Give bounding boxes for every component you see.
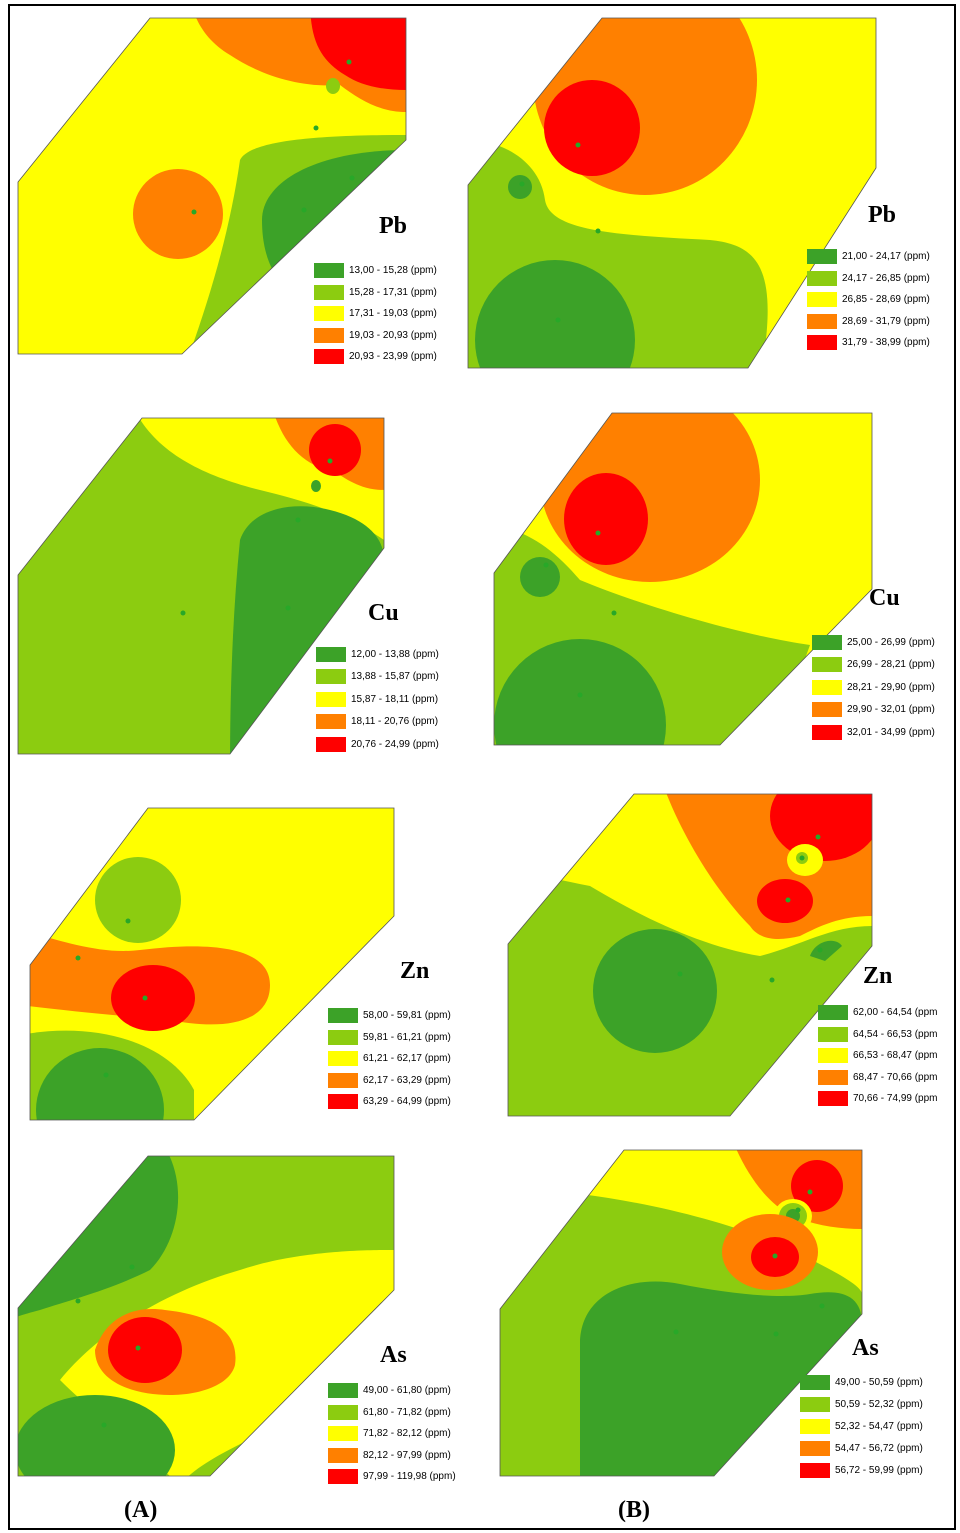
legend-a-cu: 12,00 - 13,88 (ppm) 13,88 - 15,87 (ppm) … [316,643,439,756]
legend-item: 56,72 - 59,99 (ppm) [800,1459,923,1481]
legend-item: 28,21 - 29,90 (ppm) [812,676,935,699]
legend-item: 71,82 - 82,12 (ppm) [328,1423,456,1445]
element-label-cu: Cu [869,585,900,611]
interpolation-map-a-zn [29,807,395,1121]
legend-item: 31,79 - 38,99 (ppm) [807,332,930,354]
legend-item: 17,31 - 19,03 (ppm) [314,303,437,325]
legend-item: 18,11 - 20,76 (ppm) [316,711,439,734]
legend-item: 29,90 - 32,01 (ppm) [812,699,935,722]
legend-a-zn: 58,00 - 59,81 (ppm) 59,81 - 61,21 (ppm) … [328,1005,451,1113]
legend-item: 19,03 - 20,93 (ppm) [314,325,437,347]
legend-item: 12,00 - 13,88 (ppm) [316,643,439,666]
map-panel-b-cu: Cu 25,00 - 26,99 (ppm) 26,99 - 28,21 (pp… [480,395,960,755]
legend-item: 13,00 - 15,28 (ppm) [314,260,437,282]
legend-item: 59,81 - 61,21 (ppm) [328,1027,451,1049]
interpolation-map-a-as [17,1155,395,1477]
legend-a-pb: 13,00 - 15,28 (ppm) 15,28 - 17,31 (ppm) … [314,260,437,368]
map-panel-a-zn: Zn 58,00 - 59,81 (ppm) 59,81 - 61,21 (pp… [0,790,480,1130]
figure-frame [8,4,956,1530]
legend-item: 62,00 - 64,54 (ppm [818,1002,938,1024]
legend-item: 97,99 - 119,98 (ppm) [328,1466,456,1488]
map-panel-a-cu: Cu 12,00 - 13,88 (ppm) 13,88 - 15,87 (pp… [0,400,480,770]
legend-item: 52,32 - 54,47 (ppm) [800,1415,923,1437]
map-panel-b-pb: Pb 21,00 - 24,17 (ppm) 24,17 - 26,85 (pp… [460,0,960,380]
legend-item: 62,17 - 63,29 (ppm) [328,1070,451,1092]
element-label-as: As [852,1335,879,1361]
legend-item: 68,47 - 70,66 (ppm [818,1067,938,1089]
element-label-zn: Zn [400,958,430,984]
interpolation-map-b-pb [467,17,877,369]
legend-item: 70,66 - 74,99 (ppm [818,1088,938,1110]
map-panel-a-pb: Pb 13,00 - 15,28 (ppm) 15,28 - 17,31 (pp… [0,0,480,380]
legend-item: 25,00 - 26,99 (ppm) [812,631,935,654]
element-label-zn: Zn [863,963,893,989]
interpolation-map-b-cu [493,412,873,746]
element-label-cu: Cu [368,600,399,626]
map-panel-b-zn: Zn 62,00 - 64,54 (ppm 64,54 - 66,53 (ppm… [480,776,960,1120]
legend-item: 21,00 - 24,17 (ppm) [807,246,930,268]
map-panel-a-as: As 49,00 - 61,80 (ppm) 61,80 - 71,82 (pp… [0,1140,480,1485]
legend-item: 64,54 - 66,53 (ppm [818,1024,938,1046]
legend-b-cu: 25,00 - 26,99 (ppm) 26,99 - 28,21 (ppm) … [812,631,935,744]
legend-item: 20,76 - 24,99 (ppm) [316,733,439,756]
legend-item: 15,87 - 18,11 (ppm) [316,688,439,711]
legend-b-zn: 62,00 - 64,54 (ppm 64,54 - 66,53 (ppm 66… [818,1002,938,1110]
legend-item: 66,53 - 68,47 (ppm [818,1045,938,1067]
legend-item: 24,17 - 26,85 (ppm) [807,268,930,290]
legend-b-as: 49,00 - 50,59 (ppm) 50,59 - 52,32 (ppm) … [800,1371,923,1481]
legend-a-as: 49,00 - 61,80 (ppm) 61,80 - 71,82 (ppm) … [328,1380,456,1488]
legend-b-pb: 21,00 - 24,17 (ppm) 24,17 - 26,85 (ppm) … [807,246,930,354]
element-label-pb: Pb [868,202,897,228]
element-label-pb: Pb [379,213,408,239]
caption-a: (A) [124,1497,158,1523]
legend-item: 13,88 - 15,87 (ppm) [316,666,439,689]
legend-item: 49,00 - 61,80 (ppm) [328,1380,456,1402]
legend-item: 61,80 - 71,82 (ppm) [328,1402,456,1424]
legend-item: 61,21 - 62,17 (ppm) [328,1048,451,1070]
legend-item: 28,69 - 31,79 (ppm) [807,311,930,333]
legend-item: 26,99 - 28,21 (ppm) [812,654,935,677]
legend-item: 50,59 - 52,32 (ppm) [800,1393,923,1415]
legend-item: 20,93 - 23,99 (ppm) [314,346,437,368]
legend-item: 49,00 - 50,59 (ppm) [800,1371,923,1393]
legend-item: 58,00 - 59,81 (ppm) [328,1005,451,1027]
legend-item: 54,47 - 56,72 (ppm) [800,1437,923,1459]
legend-item: 82,12 - 97,99 (ppm) [328,1445,456,1467]
map-panel-b-as: As 49,00 - 50,59 (ppm) 50,59 - 52,32 (pp… [480,1134,960,1484]
legend-item: 32,01 - 34,99 (ppm) [812,721,935,744]
interpolation-map-b-zn [507,793,873,1117]
legend-item: 15,28 - 17,31 (ppm) [314,282,437,304]
legend-item: 63,29 - 64,99 (ppm) [328,1091,451,1113]
element-label-as: As [380,1342,407,1368]
legend-item: 26,85 - 28,69 (ppm) [807,289,930,311]
caption-b: (B) [618,1497,650,1523]
